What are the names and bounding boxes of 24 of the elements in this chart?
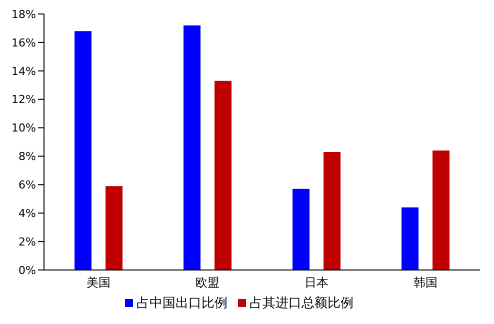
legend-label: 占其进口总额比例 xyxy=(250,296,354,311)
x-tick-label: 日本 xyxy=(304,276,328,290)
y-tick-label: 8% xyxy=(18,150,36,164)
y-tick-label: 12% xyxy=(12,93,36,106)
y-tick-label: 14% xyxy=(12,64,36,78)
y-tick-label: 4% xyxy=(18,207,36,220)
bar xyxy=(292,188,310,270)
y-tick-label: 10% xyxy=(12,122,36,135)
x-tick-label: 美国 xyxy=(86,276,110,290)
y-tick-label: 6% xyxy=(18,178,36,192)
y-tick-label: 16% xyxy=(12,36,36,50)
y-tick-label: 18% xyxy=(12,8,36,21)
bar xyxy=(402,207,419,270)
bar xyxy=(184,25,201,270)
bar xyxy=(74,31,92,270)
bar xyxy=(432,150,450,270)
x-tick-label: 韩国 xyxy=(414,276,438,290)
bar xyxy=(214,80,232,270)
bar xyxy=(106,186,123,270)
x-tick-label: 欧盟 xyxy=(196,276,220,290)
y-tick-label: 0% xyxy=(18,264,36,277)
bar xyxy=(324,152,341,270)
y-tick-label: 2% xyxy=(18,235,36,248)
legend-label: 占中国出口比例 xyxy=(136,296,228,311)
